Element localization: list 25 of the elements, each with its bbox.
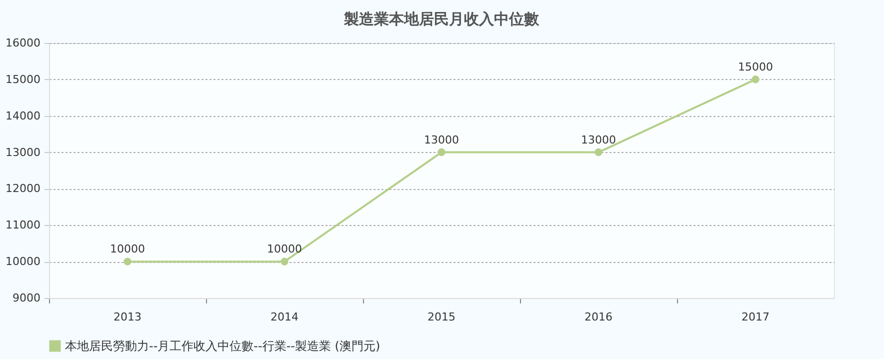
point — [438, 148, 446, 156]
x-tick-label: 2015 — [428, 310, 456, 324]
data-label: 10000 — [267, 242, 302, 256]
point — [594, 148, 602, 156]
y-tick-label: 13000 — [6, 146, 40, 159]
y-tick-label: 12000 — [6, 182, 40, 196]
data-label: 13000 — [581, 133, 616, 146]
y-tick-label: 11000 — [6, 218, 40, 232]
x-tick-label: 2014 — [270, 310, 298, 324]
x-tick-label: 2013 — [114, 310, 142, 324]
y-tick-label: 16000 — [6, 36, 40, 50]
y-tick-label: 15000 — [6, 72, 40, 86]
point — [752, 76, 760, 84]
point — [280, 258, 288, 266]
y-tick-label: 9000 — [12, 292, 40, 304]
point — [124, 258, 132, 266]
y-tick-label: 10000 — [6, 255, 40, 268]
legend-label: 本地居民勞動力--月工作收入中位數--行業--製造業 (澳門元) — [65, 339, 380, 353]
y-tick-label: 14000 — [6, 109, 40, 122]
data-label: 10000 — [110, 242, 145, 256]
data-label: 13000 — [424, 133, 459, 146]
x-tick-label: 2017 — [742, 310, 770, 324]
chart-title: 製造業本地居民月收入中位數 — [343, 10, 540, 28]
x-tick-label: 2016 — [584, 310, 612, 324]
data-label: 15000 — [738, 60, 773, 74]
